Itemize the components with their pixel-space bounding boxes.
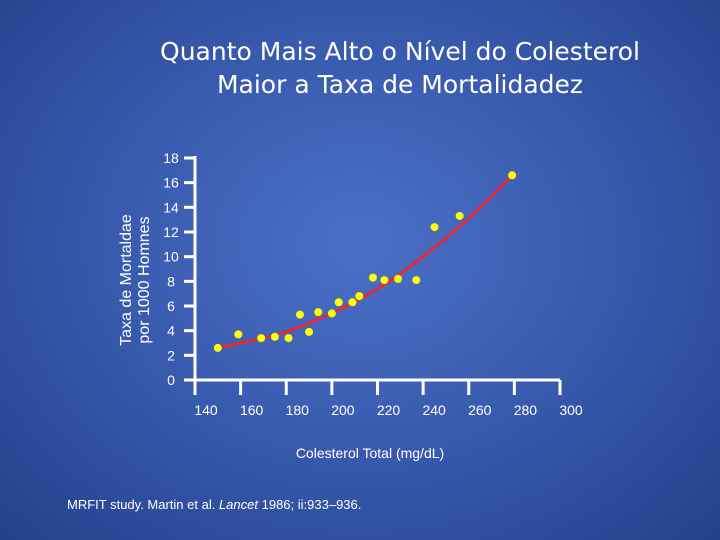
data-point [284,334,293,343]
citation-journal: Lancet [218,497,258,512]
y-tick-label: 8 [167,273,175,289]
data-point [412,276,421,285]
x-tick-label: 240 [422,402,446,418]
citation-prefix: MRFIT study. Martin et al. [67,497,219,512]
data-point [295,310,304,319]
data-point [348,298,357,307]
data-point [368,273,377,282]
x-tick-label: 260 [468,402,492,418]
chart-title: Quanto Mais Alto o Nível do Colesterol M… [110,35,690,101]
y-tick-label: 4 [167,323,175,339]
y-tick-label: 2 [167,347,175,363]
x-tick-label: 220 [377,402,401,418]
chart-title-line1: Quanto Mais Alto o Nível do Colesterol [160,37,640,66]
data-point [327,309,336,318]
data-point [314,308,323,317]
y-tick-label: 14 [163,199,179,215]
trend-line [216,171,516,350]
chart-title-line2: Maior a Taxa de Mortalidadez [216,70,584,99]
data-point [430,223,439,232]
data-point [508,171,517,180]
y-tick-label: 0 [167,372,175,388]
data-point [305,327,314,336]
y-tick-label: 10 [163,249,179,265]
y-tick-label: 18 [163,150,179,166]
x-axis-label: Colesterol Total (mg/dL) [295,445,445,461]
data-point [270,332,279,341]
data-point [234,330,243,339]
citation-suffix: 1986; ii:933–936. [258,497,362,512]
x-tick-label: 300 [559,402,583,418]
data-point [257,334,266,343]
data-point [334,298,343,307]
y-tick-label: 16 [163,175,179,191]
x-tick-label: 280 [514,402,538,418]
data-point [355,292,364,301]
x-tick-label: 180 [286,402,310,418]
data-point [380,276,389,285]
x-tick-label: 160 [240,402,264,418]
x-tick-label: 140 [194,402,218,418]
data-point [394,274,403,283]
x-tick-label: 200 [331,402,355,418]
citation-footnote: MRFIT study. Martin et al. Lancet 1986; … [67,497,361,512]
data-point [213,343,222,352]
y-tick-label: 6 [167,298,175,314]
y-tick-label: 12 [163,224,179,240]
data-point [455,211,464,220]
